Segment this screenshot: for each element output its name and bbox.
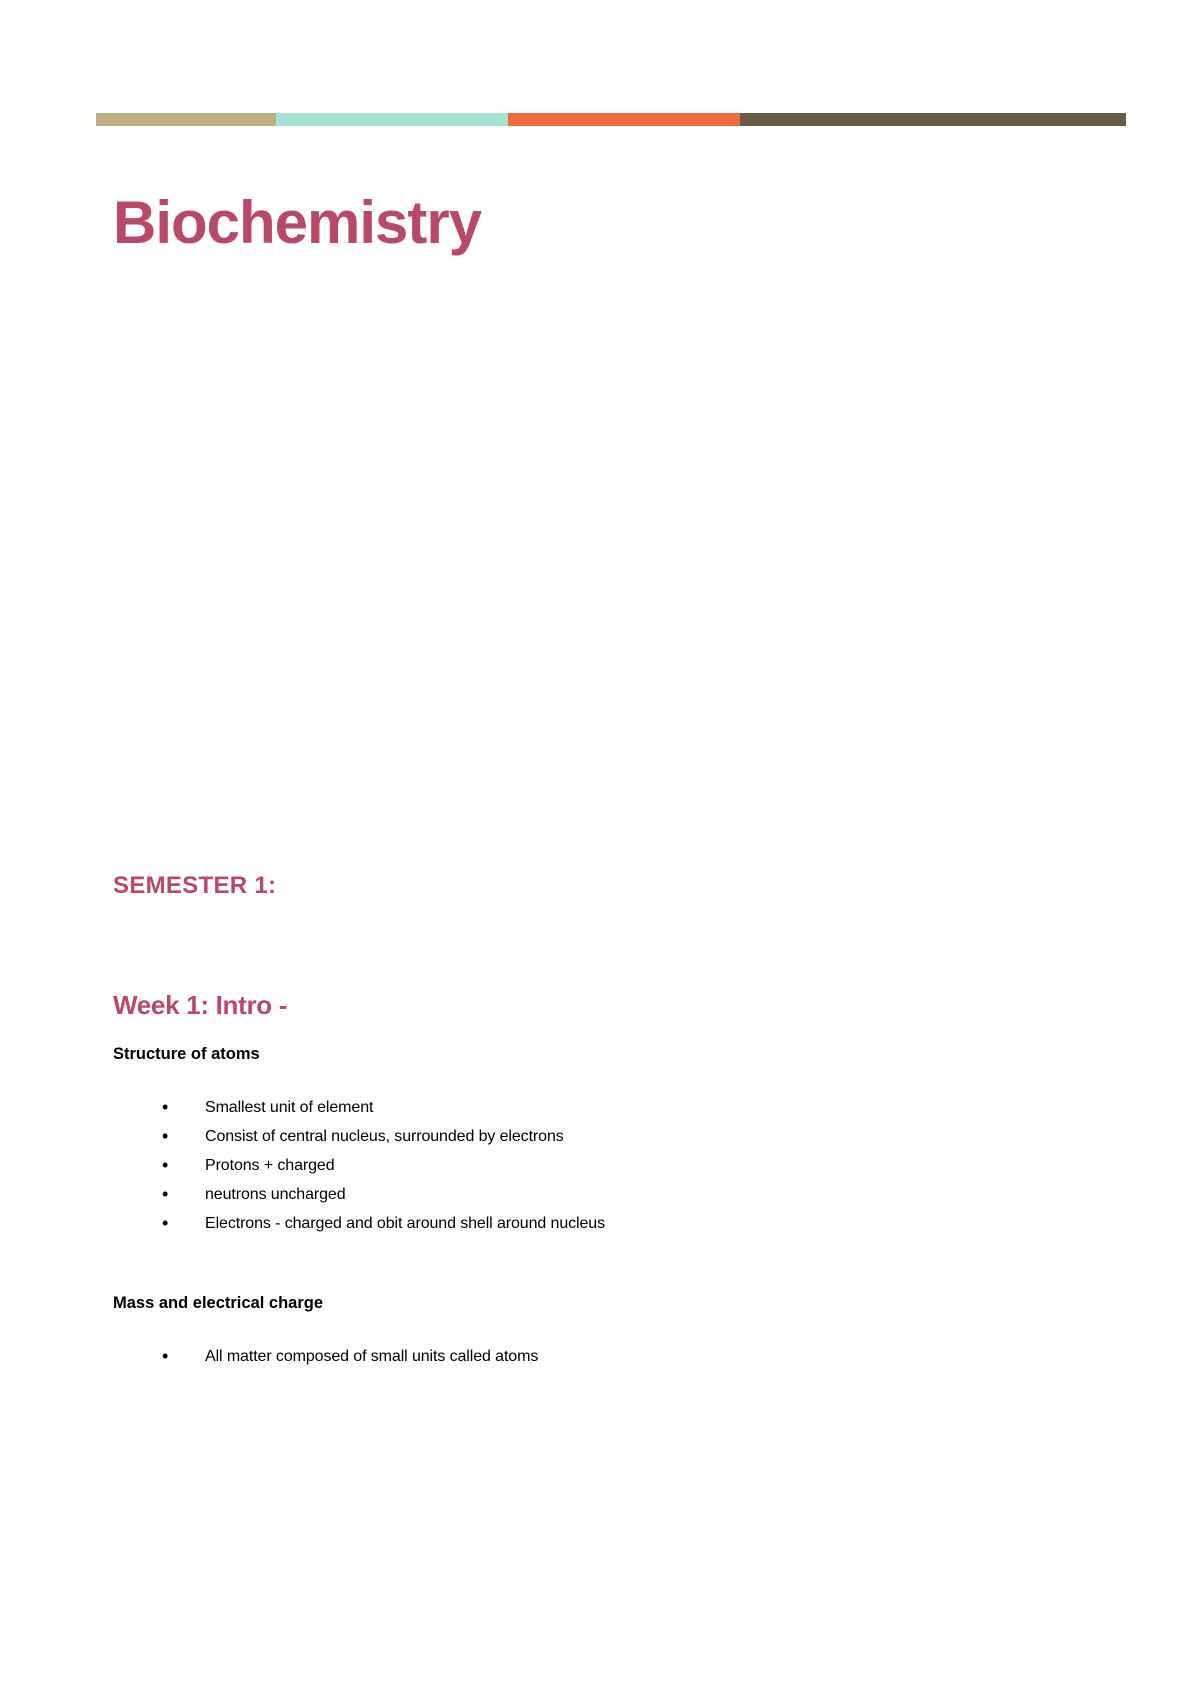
list-item: Electrons - charged and obit around shel…	[160, 1209, 605, 1238]
color-segment-4	[740, 113, 1126, 126]
semester-heading: SEMESTER 1:	[113, 872, 276, 900]
color-segment-1	[96, 113, 276, 126]
section-heading-mass: Mass and electrical charge	[113, 1294, 323, 1313]
list-item: Smallest unit of element	[160, 1093, 605, 1122]
list-item: All matter composed of small units calle…	[160, 1342, 538, 1371]
color-segment-3	[508, 113, 740, 126]
section-heading-structure: Structure of atoms	[113, 1045, 260, 1064]
week-heading: Week 1: Intro -	[113, 990, 287, 1021]
bullet-list-mass: All matter composed of small units calle…	[160, 1342, 538, 1371]
decorative-color-bar	[96, 113, 1126, 126]
bullet-list-structure: Smallest unit of element Consist of cent…	[160, 1093, 605, 1238]
list-item: Consist of central nucleus, surrounded b…	[160, 1122, 605, 1151]
list-item: neutrons uncharged	[160, 1180, 605, 1209]
list-item: Protons + charged	[160, 1151, 605, 1180]
document-title: Biochemistry	[113, 188, 481, 257]
color-segment-2	[276, 113, 508, 126]
